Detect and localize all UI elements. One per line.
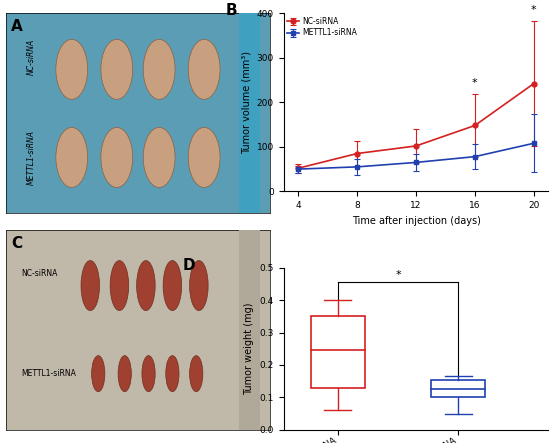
- Text: METTL1-siRNA: METTL1-siRNA: [27, 130, 35, 185]
- Text: C: C: [11, 236, 22, 250]
- Ellipse shape: [101, 39, 132, 99]
- Ellipse shape: [188, 39, 220, 99]
- Text: D: D: [183, 258, 196, 273]
- Ellipse shape: [137, 260, 155, 311]
- Text: NC-siRNA: NC-siRNA: [22, 269, 58, 278]
- Ellipse shape: [81, 260, 100, 311]
- Bar: [311, 316, 365, 388]
- Ellipse shape: [110, 260, 129, 311]
- Ellipse shape: [163, 260, 182, 311]
- Legend: NC-siRNA, METTL1-siRNA: NC-siRNA, METTL1-siRNA: [288, 17, 357, 37]
- Ellipse shape: [166, 356, 179, 392]
- Text: METTL1-siRNA: METTL1-siRNA: [22, 369, 76, 378]
- X-axis label: Time after injection (days): Time after injection (days): [352, 216, 480, 225]
- Bar: [239, 13, 260, 214]
- Bar: [431, 380, 485, 397]
- Ellipse shape: [56, 128, 88, 187]
- Text: A: A: [11, 19, 23, 34]
- Y-axis label: Tumor volume (mm³): Tumor volume (mm³): [241, 51, 251, 154]
- Ellipse shape: [143, 39, 175, 99]
- Ellipse shape: [189, 260, 208, 311]
- Text: *: *: [395, 270, 401, 280]
- Text: *: *: [472, 78, 478, 88]
- Ellipse shape: [118, 356, 131, 392]
- Ellipse shape: [142, 356, 155, 392]
- Text: *: *: [531, 4, 537, 15]
- Bar: [239, 229, 260, 430]
- Ellipse shape: [56, 39, 88, 99]
- Ellipse shape: [143, 128, 175, 187]
- Ellipse shape: [188, 128, 220, 187]
- Text: NC-siRNA: NC-siRNA: [27, 39, 35, 75]
- Ellipse shape: [91, 356, 105, 392]
- Ellipse shape: [189, 356, 203, 392]
- Text: B: B: [225, 3, 237, 18]
- Ellipse shape: [101, 128, 132, 187]
- Y-axis label: Tumor weight (mg): Tumor weight (mg): [244, 303, 254, 395]
